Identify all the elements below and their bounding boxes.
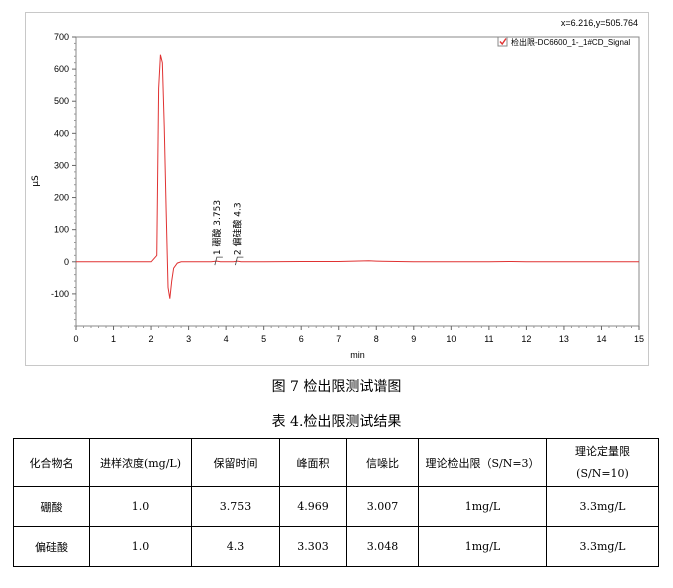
x-tick-label: 3 <box>186 334 191 344</box>
peak-marker <box>235 256 244 266</box>
cell-loq: 3.3mg/L <box>546 486 659 527</box>
x-tick-label: 5 <box>261 334 266 344</box>
cell-retention-time: 3.753 <box>191 486 280 527</box>
table-row: 硼酸 1.0 3.753 4.969 3.007 1mg/L 3.3mg/L <box>13 486 659 527</box>
cell-snr: 3.007 <box>346 486 419 527</box>
x-tick-label: 14 <box>596 334 606 344</box>
cell-snr: 3.048 <box>346 526 419 567</box>
y-axis-label: μS <box>31 175 41 187</box>
y-tick-label: -100 <box>51 289 69 299</box>
header-concentration: 进样浓度(mg/L) <box>89 438 192 487</box>
cell-concentration: 1.0 <box>89 526 192 567</box>
table-header-row: 化合物名 进样浓度(mg/L) 保留时间 峰面积 信噪比 理论检出限（S/N=3… <box>13 438 659 487</box>
cell-lod: 1mg/L <box>418 486 547 527</box>
x-tick-label: 0 <box>73 334 78 344</box>
y-axis: -100 0 100 200 300 400 500 600 700 <box>51 32 76 327</box>
cell-compound: 偏硅酸 <box>13 526 90 567</box>
peak-marker <box>214 256 223 266</box>
table-caption: 表 4.检出限测试结果 <box>271 414 402 430</box>
cell-concentration: 1.0 <box>89 486 192 527</box>
y-tick-label: 500 <box>54 96 69 106</box>
y-tick-label: 700 <box>54 32 69 42</box>
table-row: 偏硅酸 1.0 4.3 3.303 3.048 1mg/L 3.3mg/L <box>13 526 659 567</box>
x-tick-label: 12 <box>521 334 531 344</box>
x-axis-label: min <box>350 350 365 360</box>
header-compound: 化合物名 <box>13 438 90 487</box>
cell-peak-area: 3.303 <box>279 526 347 567</box>
x-tick-label: 11 <box>484 334 493 344</box>
x-tick-label: 9 <box>411 334 416 344</box>
series-layer <box>76 54 639 299</box>
y-tick-label: 600 <box>54 64 69 74</box>
legend-checkbox[interactable] <box>497 36 508 47</box>
header-peak-area: 峰面积 <box>279 438 347 487</box>
y-tick-label: 200 <box>54 193 69 203</box>
coordinate-readout: x=6.216,y=505.764 <box>561 18 638 28</box>
check-icon <box>499 38 507 46</box>
cell-peak-area: 4.969 <box>279 486 347 527</box>
cell-loq: 3.3mg/L <box>546 526 659 567</box>
x-tick-label: 2 <box>149 334 154 344</box>
x-tick-label: 7 <box>336 334 341 344</box>
header-loq: 理论定量限 (S/N=10) <box>546 438 659 487</box>
legend-label: 检出限-DC6600_1-_1#CD_Signal <box>511 37 630 47</box>
x-tick-label: 1 <box>111 334 116 344</box>
plot-area <box>75 36 640 327</box>
results-table: 化合物名 进样浓度(mg/L) 保留时间 峰面积 信噪比 理论检出限（S/N=3… <box>13 438 659 567</box>
y-tick-label: 400 <box>54 128 69 138</box>
peak-label: 2 偏硅酸 4.3 <box>231 202 243 255</box>
y-tick-label: 300 <box>54 160 69 170</box>
cell-lod: 1mg/L <box>418 526 547 567</box>
x-tick-label: 6 <box>299 334 304 344</box>
peak-label-layer: 1 硼酸 3.753 2 偏硅酸 4.3 <box>212 200 244 266</box>
header-retention-time: 保留时间 <box>191 438 280 487</box>
x-axis: 0 1 2 3 4 5 6 7 8 9 10 11 12 13 14 15 <box>73 326 644 344</box>
x-tick-label: 15 <box>634 334 644 344</box>
x-tick-label: 4 <box>224 334 229 344</box>
cell-compound: 硼酸 <box>13 486 90 527</box>
chromatogram-chart: x=6.216,y=505.764 检出限-DC6600_1-_1#CD_Sig… <box>25 12 649 366</box>
header-lod: 理论检出限（S/N=3） <box>418 438 547 487</box>
figure-caption: 图 7 检出限测试谱图 <box>271 379 402 395</box>
x-tick-label: 10 <box>446 334 456 344</box>
y-tick-label: 100 <box>54 225 69 235</box>
header-snr: 信噪比 <box>346 438 419 487</box>
signal-line <box>76 54 639 299</box>
peak-label: 1 硼酸 3.753 <box>212 200 223 255</box>
chart-svg: x=6.216,y=505.764 检出限-DC6600_1-_1#CD_Sig… <box>31 18 644 360</box>
x-tick-label: 13 <box>559 334 569 344</box>
cell-retention-time: 4.3 <box>191 526 280 567</box>
legend: 检出限-DC6600_1-_1#CD_Signal <box>497 36 630 47</box>
x-tick-label: 8 <box>374 334 379 344</box>
y-tick-label: 0 <box>64 257 69 267</box>
